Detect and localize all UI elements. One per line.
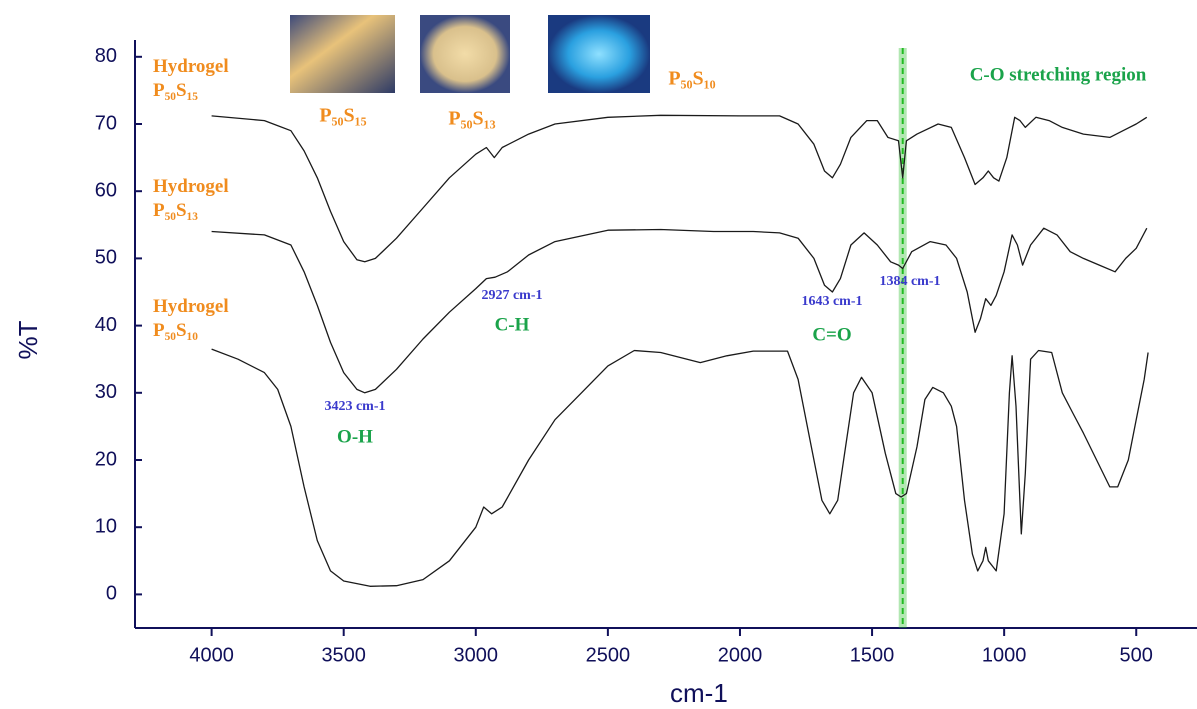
x-tick-label: 3000	[454, 644, 499, 666]
series-label: Hydrogel P₅₀S₁₅	[153, 56, 229, 101]
annotation: C=O	[812, 324, 851, 345]
photo	[548, 15, 650, 93]
y-tick-label: 60	[95, 179, 117, 201]
x-tick-label: 2500	[586, 644, 631, 666]
x-tick-label: 1500	[850, 644, 895, 666]
y-tick-label: 30	[95, 381, 117, 403]
y-tick-label: 80	[95, 45, 117, 67]
spectrum-line	[211, 227, 1148, 394]
x-tick-label: 2000	[718, 644, 763, 666]
x-tick-label: 1000	[982, 644, 1027, 666]
annotation: O-H	[337, 426, 373, 447]
y-tick-label: 50	[95, 247, 117, 269]
highlight-label: C-O stretching region	[970, 64, 1147, 85]
annotation: 3423 cm-1	[324, 399, 385, 414]
x-axis-label: cm-1	[670, 678, 728, 708]
y-axis-label: %T	[13, 320, 43, 359]
spectrum-line	[211, 348, 1149, 587]
y-tick-label: 70	[95, 112, 117, 134]
inset-label: P₅₀S₁₀	[668, 68, 715, 90]
photo	[290, 15, 395, 93]
annotation: 1643 cm-1	[801, 294, 862, 309]
inset-label: P₅₀S₁₅	[319, 105, 366, 127]
inset-label: P₅₀S₁₃	[448, 108, 495, 130]
x-tick-label: 500	[1120, 644, 1153, 666]
annotation: 1384 cm-1	[879, 274, 940, 289]
y-tick-label: 10	[95, 515, 117, 537]
annotation: C-H	[495, 314, 530, 335]
spectrum-line	[211, 114, 1148, 263]
photo	[420, 15, 510, 93]
x-tick-label: 3500	[321, 644, 366, 666]
series-label: Hydrogel P₅₀S₁₀	[153, 296, 229, 341]
y-tick-label: 20	[95, 448, 117, 470]
y-tick-label: 0	[106, 583, 117, 605]
x-tick-label: 4000	[189, 644, 234, 666]
series-label: Hydrogel P₅₀S₁₃	[153, 176, 229, 221]
annotation: 2927 cm-1	[481, 288, 542, 303]
y-tick-label: 40	[95, 314, 117, 336]
